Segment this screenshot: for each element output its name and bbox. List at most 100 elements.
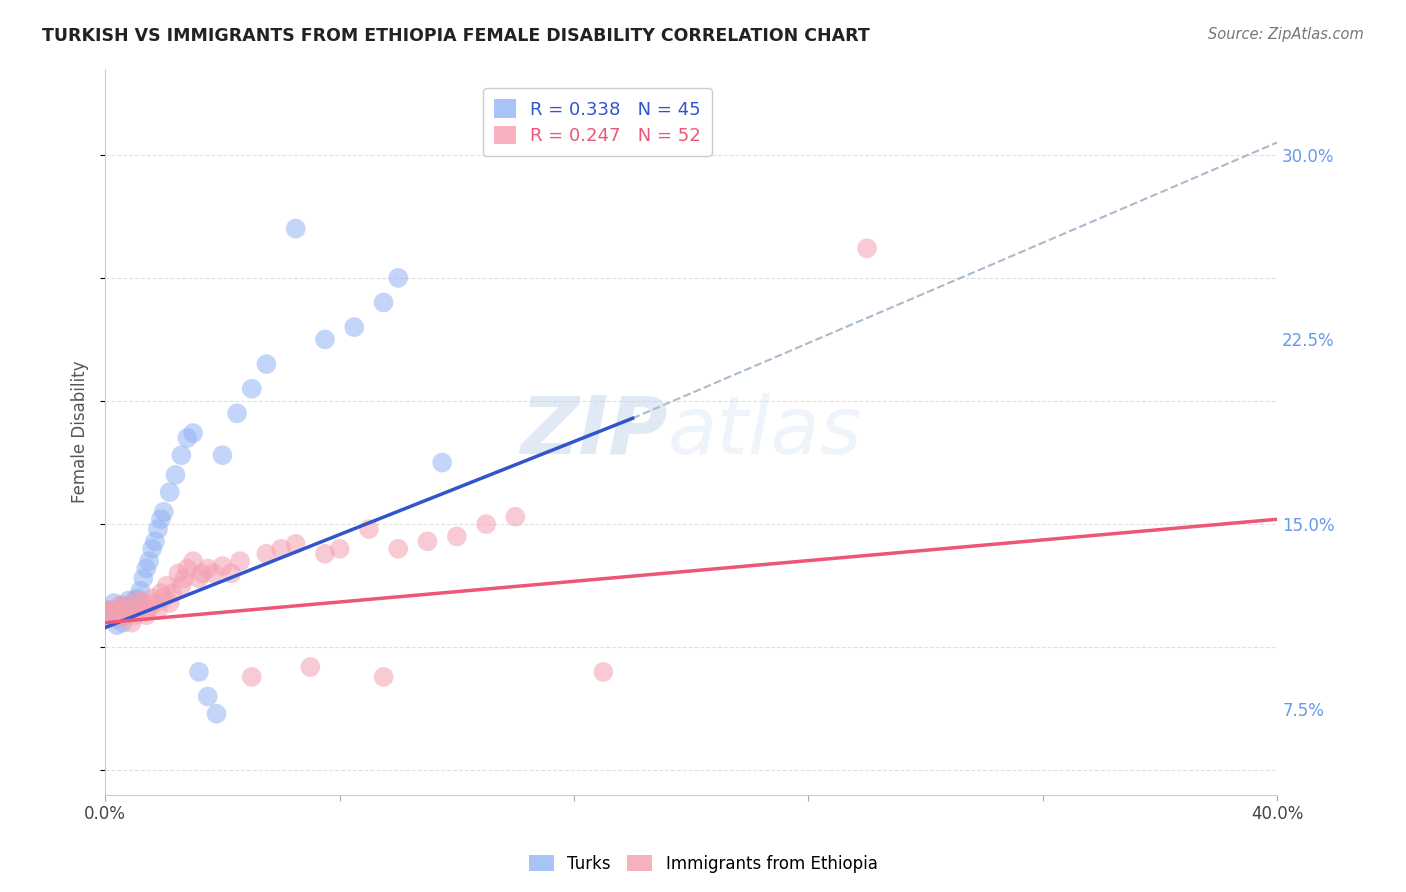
Point [176, 431, 198, 445]
Point [118, 599, 141, 613]
Point [111, 615, 134, 630]
Point [373, 295, 395, 310]
Point [226, 406, 249, 420]
Point [108, 599, 131, 613]
Point [165, 467, 187, 482]
Point [149, 586, 172, 600]
Point [111, 599, 134, 613]
Point [299, 660, 322, 674]
Point [156, 579, 179, 593]
Point [103, 611, 125, 625]
Point [108, 608, 131, 623]
Point [856, 241, 879, 255]
Point [211, 559, 233, 574]
Point [105, 611, 128, 625]
Legend: R = 0.338   N = 45, R = 0.247   N = 52: R = 0.338 N = 45, R = 0.247 N = 52 [484, 88, 711, 156]
Point [135, 561, 157, 575]
Point [138, 600, 160, 615]
Point [149, 512, 172, 526]
Point [97, 603, 120, 617]
Point [343, 320, 366, 334]
Point [105, 603, 128, 617]
Point [188, 665, 211, 679]
Text: atlas: atlas [668, 392, 862, 471]
Point [197, 690, 219, 704]
Point [314, 547, 336, 561]
Point [124, 593, 146, 607]
Point [108, 603, 131, 617]
Point [97, 603, 120, 617]
Point [592, 665, 614, 679]
Point [270, 541, 292, 556]
Text: TURKISH VS IMMIGRANTS FROM ETHIOPIA FEMALE DISABILITY CORRELATION CHART: TURKISH VS IMMIGRANTS FROM ETHIOPIA FEMA… [42, 27, 870, 45]
Point [103, 596, 125, 610]
Point [121, 615, 143, 630]
Point [170, 448, 193, 462]
Point [197, 561, 219, 575]
Point [181, 554, 204, 568]
Point [254, 357, 277, 371]
Point [100, 603, 122, 617]
Point [105, 618, 128, 632]
Point [100, 603, 122, 617]
Point [254, 547, 277, 561]
Point [314, 333, 336, 347]
Point [132, 571, 155, 585]
Point [159, 596, 181, 610]
Point [162, 586, 184, 600]
Point [114, 608, 136, 623]
Point [188, 571, 211, 585]
Point [446, 529, 468, 543]
Point [111, 603, 134, 617]
Y-axis label: Female Disability: Female Disability [72, 360, 89, 503]
Point [135, 608, 157, 623]
Point [118, 603, 141, 617]
Text: Source: ZipAtlas.com: Source: ZipAtlas.com [1208, 27, 1364, 42]
Point [127, 593, 149, 607]
Point [357, 522, 380, 536]
Point [475, 517, 498, 532]
Point [143, 596, 166, 610]
Point [153, 505, 176, 519]
Point [284, 537, 307, 551]
Point [284, 221, 307, 235]
Text: ZIP: ZIP [520, 392, 668, 471]
Point [141, 591, 163, 605]
Point [240, 382, 263, 396]
Point [124, 608, 146, 623]
Point [129, 603, 152, 617]
Point [121, 599, 143, 613]
Point [329, 541, 352, 556]
Point [505, 509, 527, 524]
Point [100, 611, 122, 625]
Legend: Turks, Immigrants from Ethiopia: Turks, Immigrants from Ethiopia [522, 848, 884, 880]
Point [146, 522, 169, 536]
Point [181, 425, 204, 440]
Point [114, 608, 136, 623]
Point [108, 608, 131, 623]
Point [124, 603, 146, 617]
Point [159, 485, 181, 500]
Point [153, 591, 176, 605]
Point [202, 566, 225, 581]
Point [103, 606, 125, 620]
Point [129, 583, 152, 598]
Point [170, 579, 193, 593]
Point [132, 596, 155, 610]
Point [373, 670, 395, 684]
Point [176, 561, 198, 575]
Point [240, 670, 263, 684]
Point [219, 566, 242, 581]
Point [127, 591, 149, 605]
Point [416, 534, 439, 549]
Point [211, 448, 233, 462]
Point [118, 593, 141, 607]
Point [143, 534, 166, 549]
Point [167, 566, 190, 581]
Point [387, 541, 409, 556]
Point [173, 571, 195, 585]
Point [387, 271, 409, 285]
Point [205, 706, 228, 721]
Point [430, 456, 453, 470]
Point [141, 541, 163, 556]
